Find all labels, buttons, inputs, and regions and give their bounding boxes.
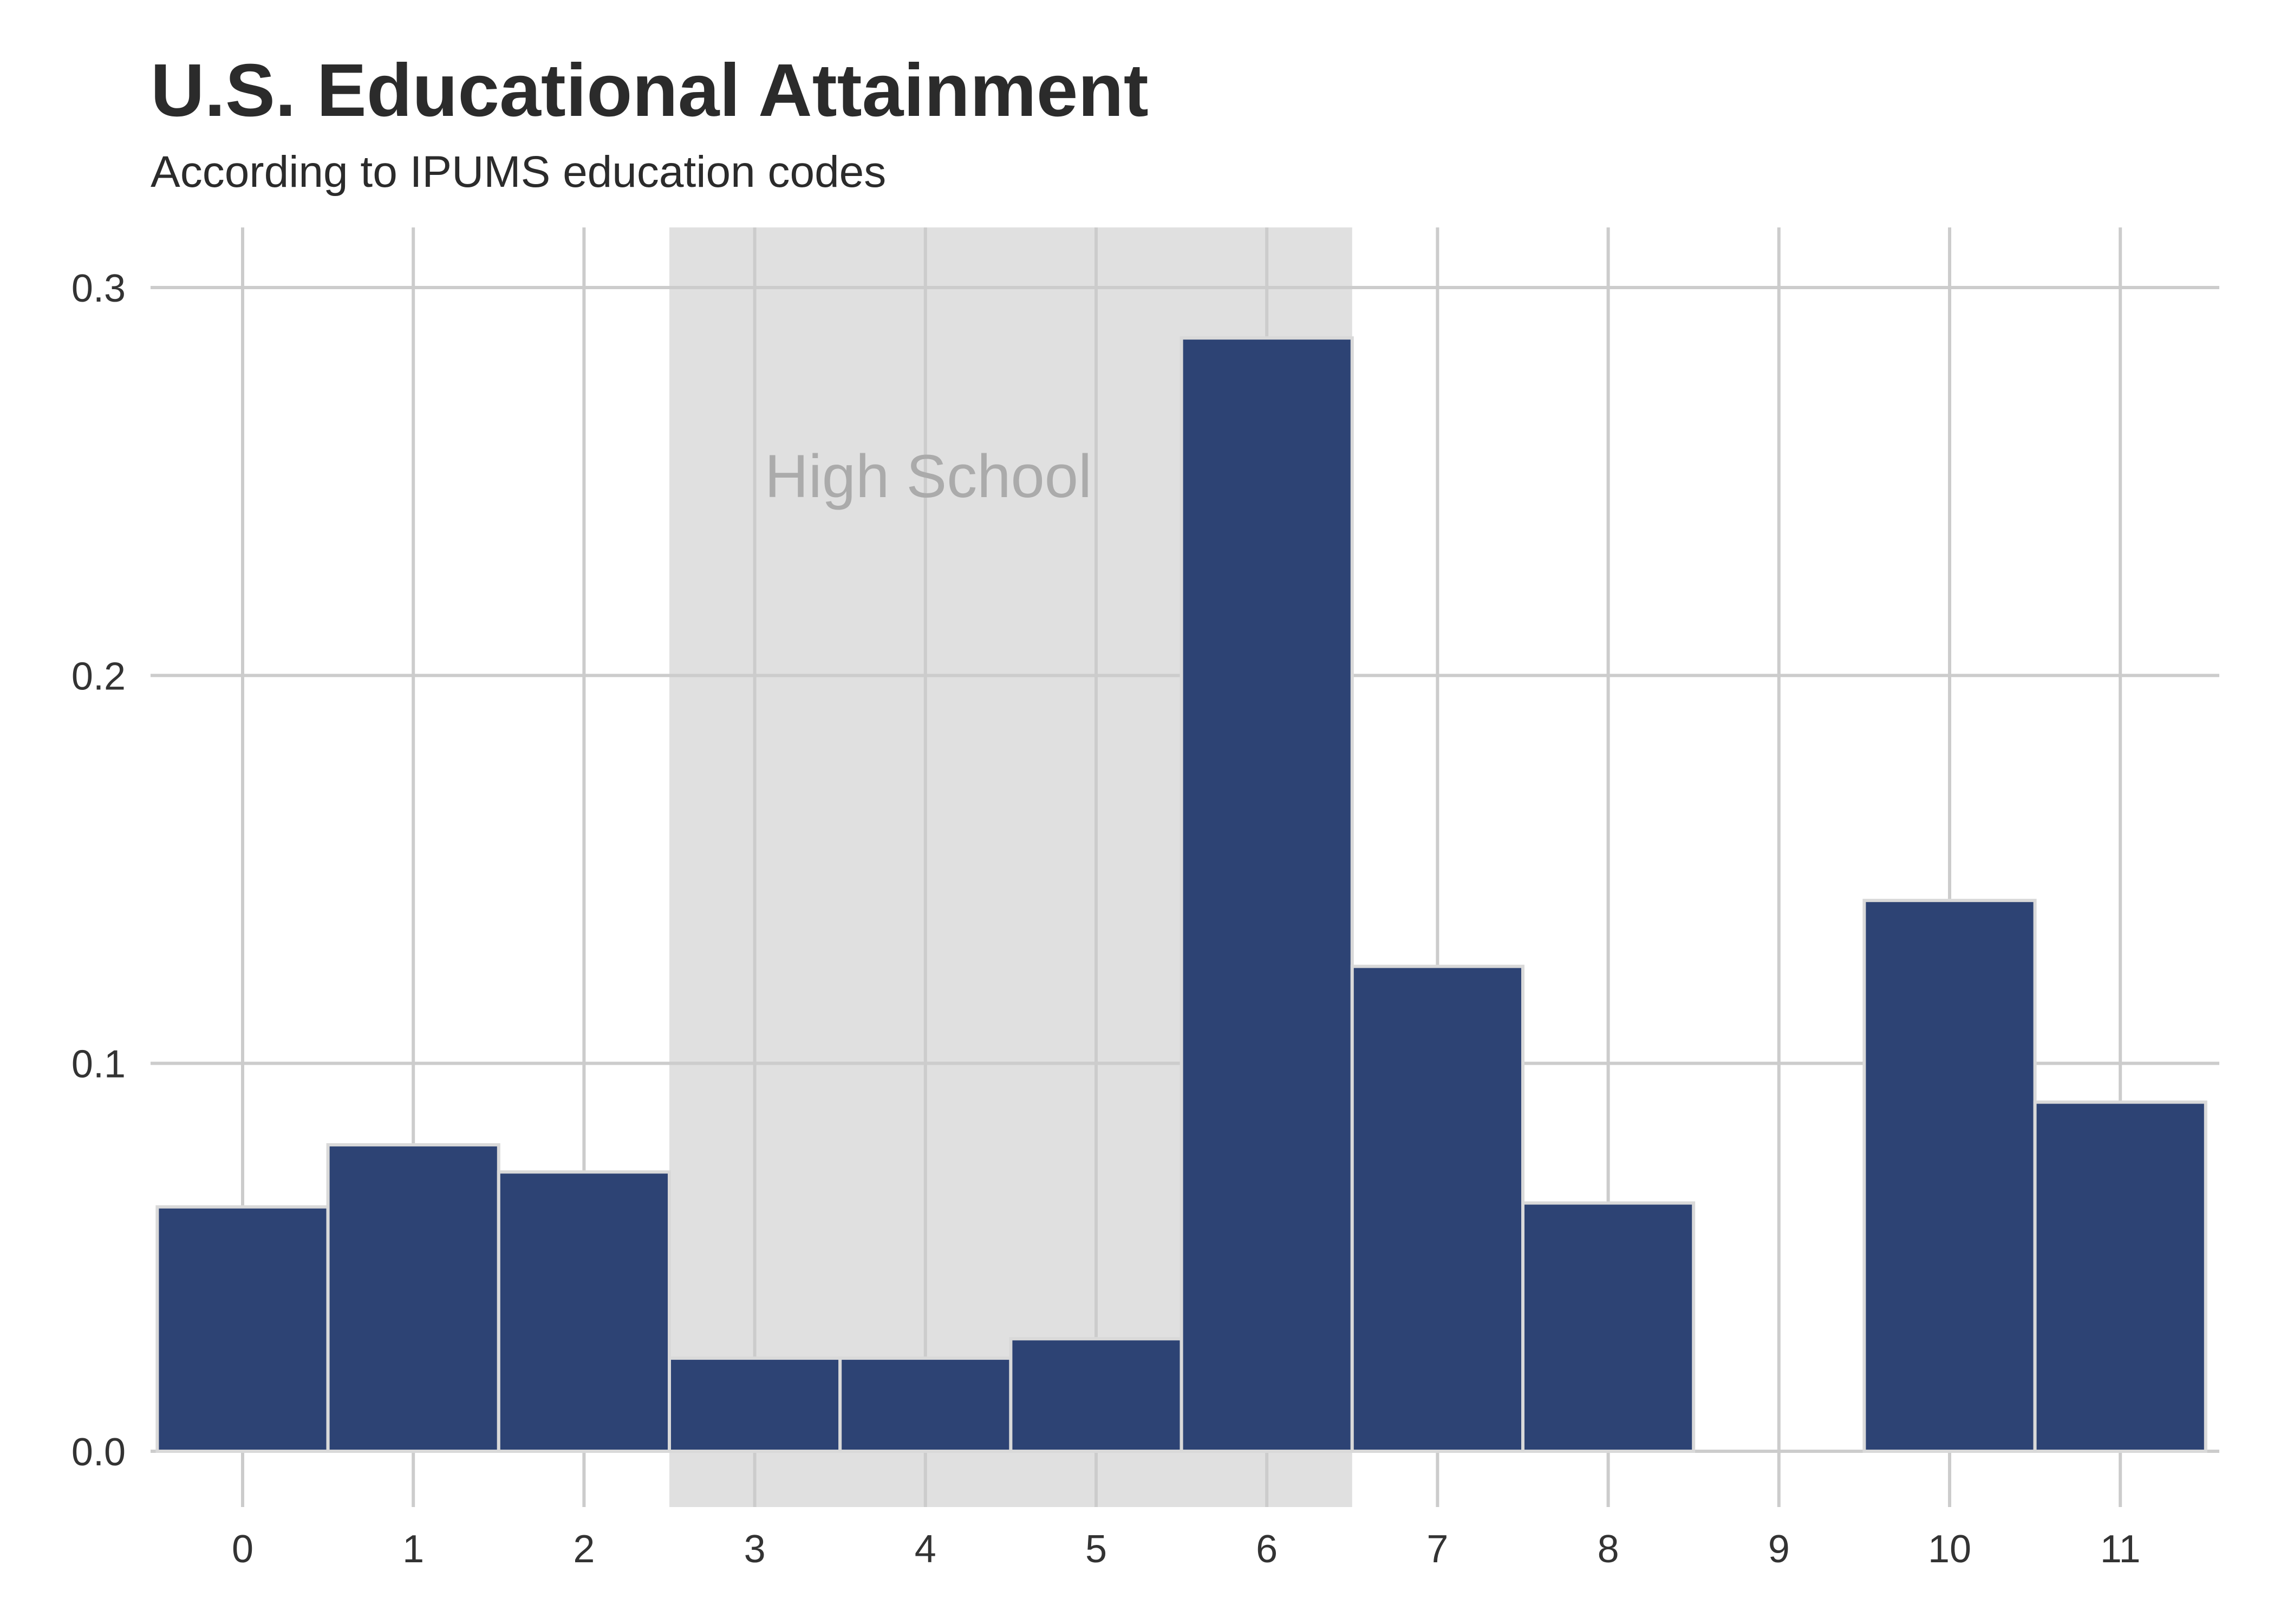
x-tick-label: 6: [1256, 1528, 1278, 1571]
x-tick-label: 11: [2100, 1528, 2141, 1571]
x-tick-label: 10: [1928, 1528, 1971, 1571]
bar-1: [326, 1143, 500, 1453]
bar-8: [1521, 1201, 1696, 1453]
tick-labels: 0.0 0.1 0.2 0.3 0 1 2 3 4 5 6 7 8 9 10 11: [71, 267, 2141, 1571]
bar-11: [2033, 1100, 2207, 1453]
x-tick-label: 2: [573, 1528, 595, 1571]
bar-0: [155, 1205, 330, 1453]
bar-7: [1350, 964, 1525, 1453]
y-tick-label: 0.3: [71, 267, 126, 310]
y-tick-label: 0.1: [71, 1043, 126, 1086]
bar-5: [1009, 1337, 1183, 1453]
chart-subtitle: According to IPUMS education codes: [151, 147, 886, 197]
bar-2: [497, 1170, 671, 1453]
x-tick-label: 3: [744, 1528, 766, 1571]
x-tick-label: 4: [915, 1528, 936, 1571]
bars: [155, 336, 2207, 1453]
y-tick-label: 0.2: [71, 655, 126, 698]
bar-10: [1862, 898, 2037, 1453]
high-school-annotation: High School: [765, 442, 1092, 510]
y-tick-label: 0.0: [71, 1431, 126, 1474]
x-tick-label: 7: [1426, 1528, 1448, 1571]
x-tick-label: 1: [402, 1528, 424, 1571]
bar-3: [668, 1356, 842, 1453]
chart-title: U.S. Educational Attainment: [151, 49, 1149, 132]
x-tick-label: 8: [1598, 1528, 1619, 1571]
x-tick-label: 0: [232, 1528, 253, 1571]
x-tick-label: 5: [1085, 1528, 1107, 1571]
bar-4: [838, 1356, 1013, 1453]
x-tick-label: 9: [1768, 1528, 1790, 1571]
bar-6: [1180, 336, 1354, 1453]
